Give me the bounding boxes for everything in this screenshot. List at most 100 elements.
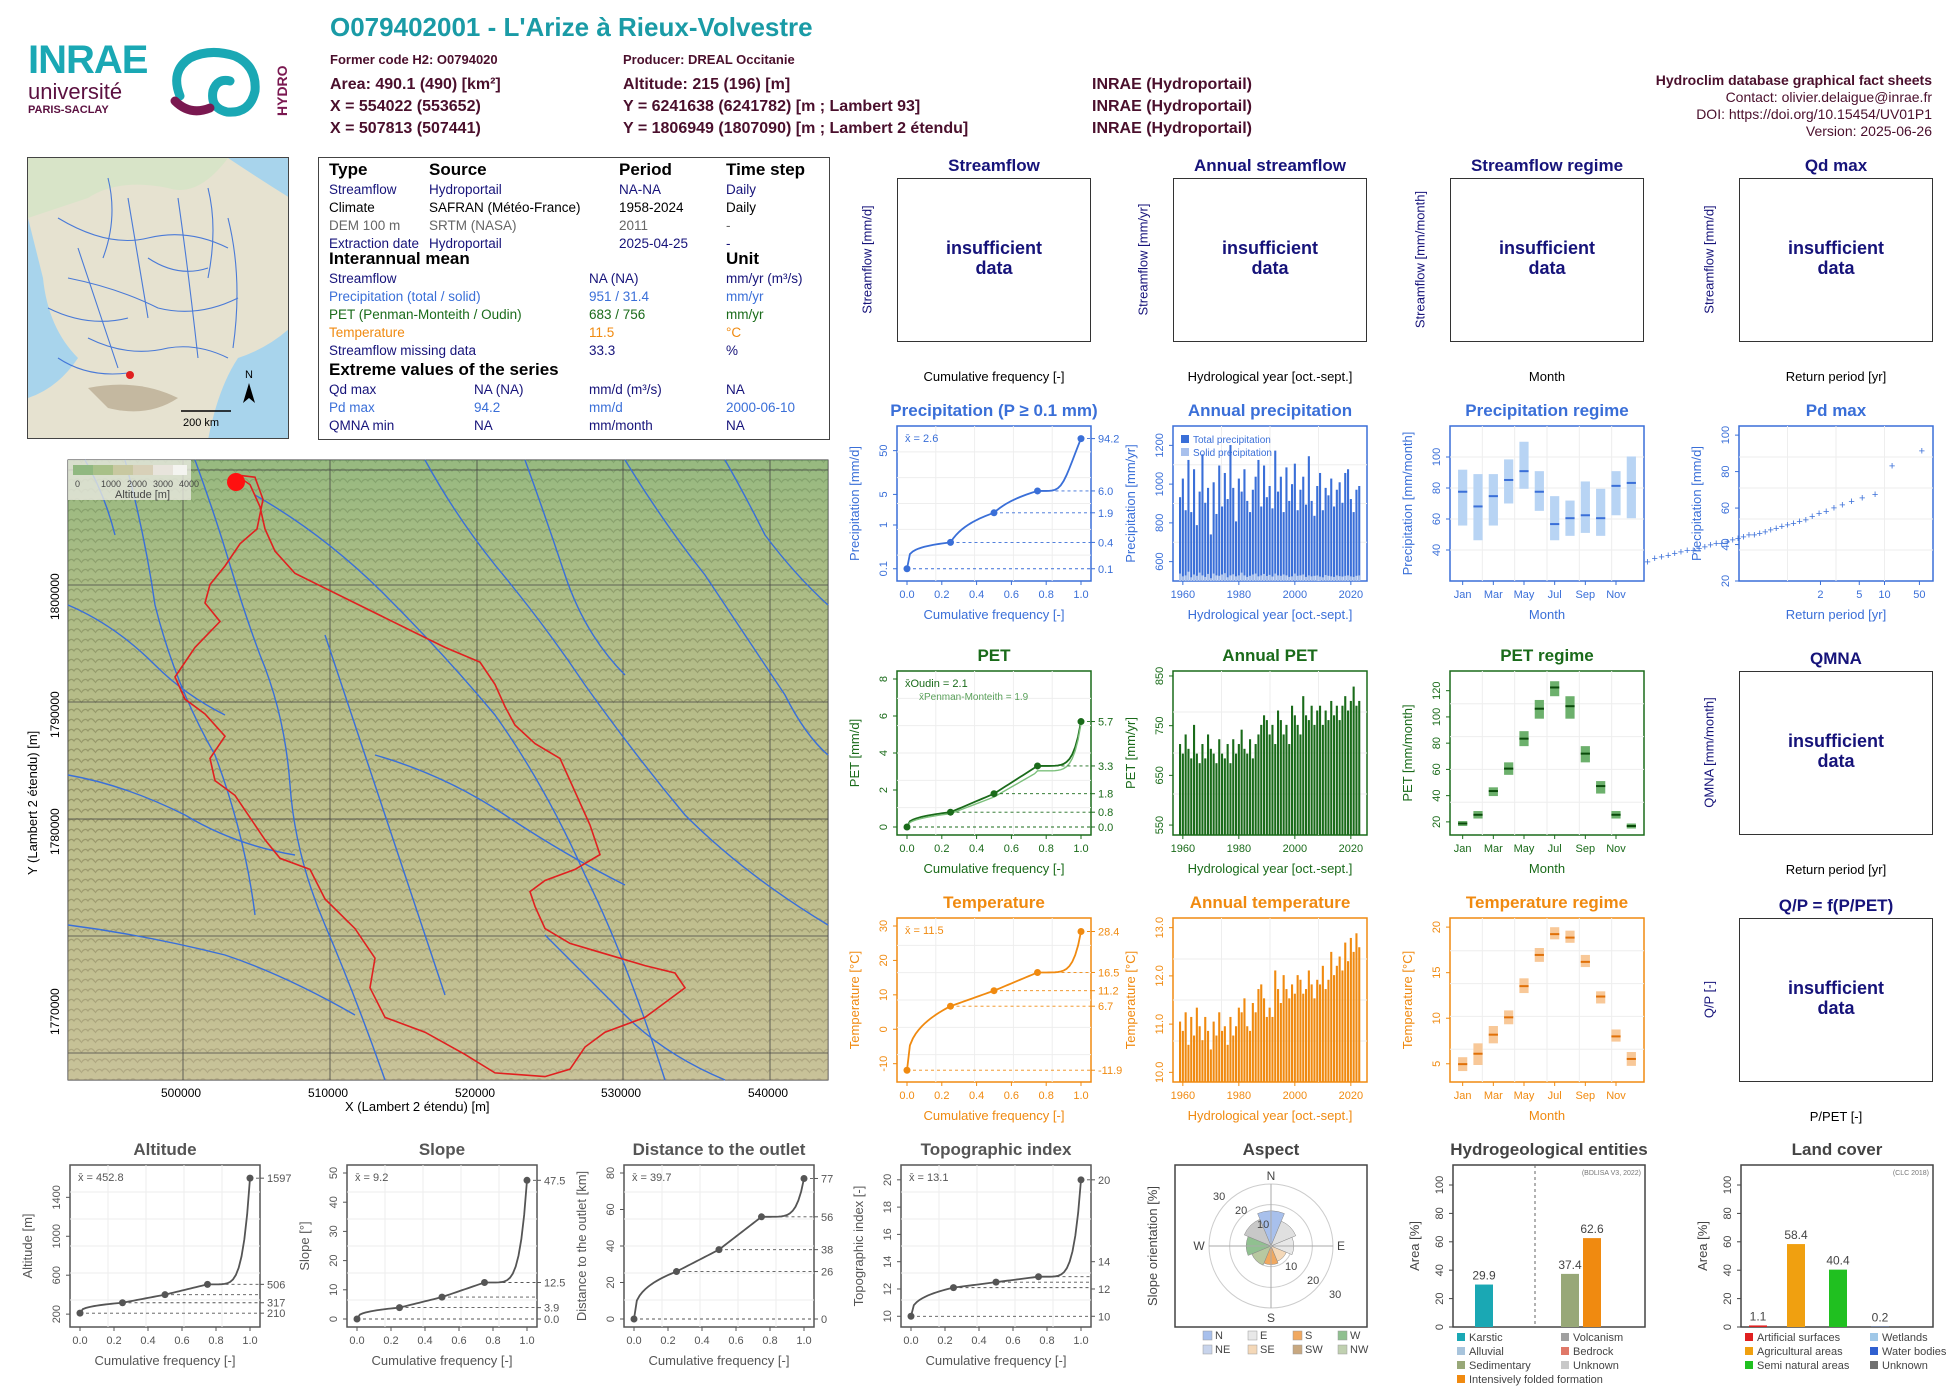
legend-label: Sedimentary bbox=[1469, 1360, 1531, 1372]
legend-swatch bbox=[1337, 1330, 1348, 1341]
x-axis-label: Month bbox=[1529, 607, 1565, 622]
solid-bar bbox=[1195, 575, 1198, 581]
chart-pd_max: Pd max Return period [yr] Precipitation [m… bbox=[1644, 401, 1934, 622]
x-axis-label: Month bbox=[1528, 369, 1566, 384]
x-tick-label: 0.4 bbox=[969, 589, 984, 601]
x-tick-label: 0.8 bbox=[1039, 1335, 1054, 1347]
mean-name: Streamflow bbox=[329, 271, 397, 286]
x-tick-label: 0.0 bbox=[899, 843, 914, 855]
annual-bar bbox=[1243, 998, 1246, 1082]
panel-title: Temperature bbox=[943, 893, 1045, 912]
pdmax-point: + bbox=[1671, 548, 1677, 560]
bar-value-label: 37.4 bbox=[1558, 1258, 1582, 1272]
panel-title: Streamflow bbox=[948, 156, 1040, 175]
right-tick-label: 12 bbox=[1098, 1284, 1110, 1296]
source-step: Daily bbox=[726, 182, 757, 197]
annual-bar bbox=[1209, 748, 1212, 835]
source-type: DEM 100 m bbox=[329, 218, 401, 233]
y-tick-label: 20 bbox=[1722, 1292, 1734, 1304]
annual-bar bbox=[1201, 454, 1204, 581]
annual-bar bbox=[1204, 502, 1207, 581]
y-tick-label: 0 bbox=[1434, 1324, 1446, 1330]
pdmax-point: + bbox=[1919, 446, 1925, 458]
extreme-date: NA bbox=[726, 382, 745, 397]
legend-tick: 1000 bbox=[101, 479, 121, 489]
bar-value-label: 1.1 bbox=[1750, 1309, 1767, 1323]
ring-label: 30 bbox=[1329, 1289, 1341, 1301]
y-tick-label: 850 bbox=[1154, 667, 1166, 685]
quantile-point bbox=[1077, 1176, 1085, 1184]
legend-label: Artificial surfaces bbox=[1757, 1332, 1841, 1344]
legend-label: Solid precipitation bbox=[1193, 448, 1272, 459]
y-tick-label: 0 bbox=[328, 1316, 340, 1322]
right-tick-label: 16.5 bbox=[1098, 967, 1119, 979]
right-tick-label: 0.0 bbox=[544, 1314, 559, 1326]
aspect-sector bbox=[1270, 1220, 1297, 1247]
legend-swatch bbox=[1181, 435, 1189, 443]
annual-bar bbox=[1229, 763, 1232, 835]
regime-box bbox=[1565, 696, 1575, 719]
x-tick-label: Jul bbox=[1548, 589, 1562, 601]
solid-bar bbox=[1232, 574, 1235, 581]
solid-bar bbox=[1179, 573, 1182, 581]
annual-bar bbox=[1187, 748, 1190, 835]
panel-title: Precipitation regime bbox=[1465, 401, 1628, 420]
solid-bar bbox=[1229, 575, 1232, 581]
category-bar bbox=[1561, 1273, 1579, 1327]
version: Version: 2025-06-26 bbox=[1805, 123, 1932, 139]
mean-unit: mm/yr bbox=[726, 307, 764, 322]
annual-bar bbox=[1249, 1030, 1252, 1082]
source-name: Hydroportail bbox=[429, 182, 502, 197]
solid-bar bbox=[1288, 576, 1291, 581]
annual-bar bbox=[1257, 459, 1260, 581]
contact: Contact: olivier.delaigue@inrae.fr bbox=[1725, 89, 1932, 105]
legend-swatch bbox=[1181, 448, 1189, 456]
insufficient-data-frame bbox=[897, 178, 1091, 342]
mean-value: 951 / 31.4 bbox=[589, 289, 650, 304]
altitude-legend-title: Altitude [m] bbox=[115, 489, 170, 501]
solid-bar bbox=[1198, 572, 1201, 581]
altitude: Altitude: 215 (196) [m] bbox=[623, 76, 791, 93]
bar-value-label: 29.9 bbox=[1472, 1269, 1496, 1283]
basin-map: 0 1000 2000 3000 4000 Altitude [m] 500000 510… bbox=[25, 459, 829, 1114]
y-axis-label: Area [%] bbox=[1407, 1221, 1422, 1271]
area: Area: 490.1 (490) [km²] bbox=[330, 76, 501, 93]
y-tick-label: -10 bbox=[878, 1056, 890, 1072]
annual-bar bbox=[1260, 984, 1263, 1082]
annual-bar bbox=[1212, 482, 1215, 581]
panel-title: Distance to the outlet bbox=[633, 1140, 806, 1159]
bar-value-label: 58.4 bbox=[1784, 1228, 1808, 1242]
x-tick-label: Jul bbox=[1548, 1090, 1562, 1102]
x-tick-label: 0.2 bbox=[106, 1335, 121, 1347]
x-tick-label: 0.0 bbox=[626, 1335, 641, 1347]
annual-bar bbox=[1237, 478, 1240, 581]
altitude-legend bbox=[68, 460, 191, 500]
y-tick-label: 1000 bbox=[1154, 472, 1166, 496]
annual-bar bbox=[1288, 500, 1291, 581]
solid-bar bbox=[1193, 574, 1196, 581]
solid-bar bbox=[1333, 576, 1336, 581]
pdmax-point: + bbox=[1790, 518, 1796, 530]
extreme-name: Pd max bbox=[329, 400, 375, 415]
panel-title: Altitude bbox=[133, 1140, 196, 1159]
annual-bar bbox=[1285, 467, 1288, 581]
annual-bar bbox=[1207, 487, 1210, 581]
y-axis-label: Precipitation [mm/d] bbox=[1689, 446, 1704, 561]
annual-bar bbox=[1263, 465, 1266, 581]
legend-label: Semi natural areas bbox=[1757, 1360, 1850, 1372]
quantile-point bbox=[1077, 928, 1085, 936]
quantile-point bbox=[396, 1304, 403, 1312]
legend-tick: 0 bbox=[75, 479, 80, 489]
solid-bar bbox=[1299, 575, 1302, 581]
annual-bar bbox=[1240, 729, 1243, 835]
annual-bar bbox=[1254, 476, 1257, 581]
annual-bar bbox=[1179, 744, 1182, 835]
solid-bar bbox=[1352, 576, 1355, 581]
annual-bar bbox=[1190, 512, 1193, 581]
panel-title: Annual PET bbox=[1222, 646, 1318, 665]
x-tick-label: 0.4 bbox=[969, 843, 984, 855]
y-tick-label: 11.0 bbox=[1154, 1014, 1166, 1035]
y-tick-label: 200 bbox=[51, 1305, 63, 1323]
annual-bar bbox=[1333, 506, 1336, 581]
mean-unit: % bbox=[726, 343, 739, 358]
